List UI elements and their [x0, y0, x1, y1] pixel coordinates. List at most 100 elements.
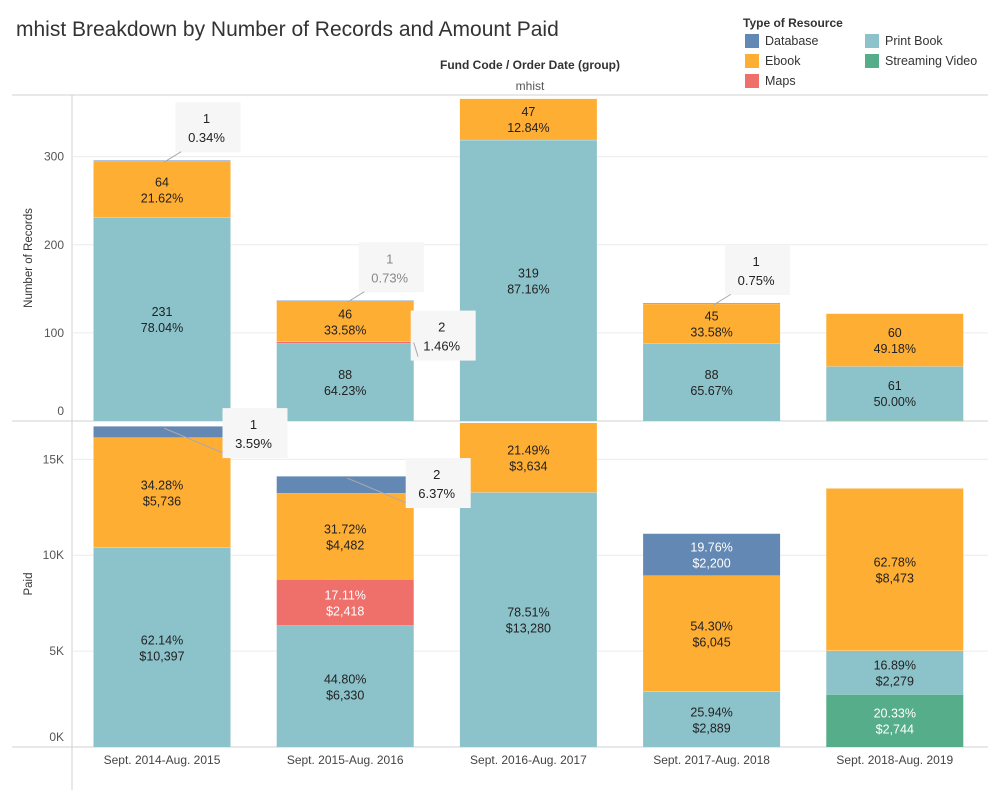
bar-segment-ebook[interactable]: [93, 161, 231, 218]
data-label: 44.80%: [324, 672, 366, 686]
bar-segment-print-book[interactable]: [93, 547, 231, 747]
bar-segment-database[interactable]: [93, 426, 231, 438]
column-header-title: Fund Code / Order Date (group): [440, 58, 620, 72]
data-label: 31.72%: [324, 522, 366, 536]
callout-leader-line: [163, 151, 182, 163]
page-title: mhist Breakdown by Number of Records and…: [16, 18, 559, 41]
data-label: $2,279: [876, 675, 914, 689]
data-label: 62.14%: [141, 633, 183, 647]
legend-item-streaming-video[interactable]: Streaming Video: [865, 54, 977, 68]
callout-leader-line: [713, 293, 732, 306]
y-tick-label: 0K: [49, 730, 64, 744]
legend-label-streaming-video: Streaming Video: [885, 54, 978, 68]
legend-item-maps[interactable]: Maps: [745, 74, 796, 88]
callout-label: 1: [203, 111, 210, 126]
bar-segment-print-book[interactable]: [643, 343, 781, 421]
bar-segment-ebook[interactable]: [826, 313, 964, 367]
callout-label: 2: [438, 320, 445, 335]
callout-box: [405, 458, 471, 509]
legend-item-print-book[interactable]: Print Book: [865, 34, 943, 48]
data-label: 49.18%: [874, 342, 916, 356]
bar-segment-print-book[interactable]: [459, 139, 597, 422]
bar-segment-ebook[interactable]: [643, 303, 781, 344]
data-label: 25.94%: [690, 705, 732, 719]
callout-label: 2: [433, 467, 440, 482]
bar-segment-print-book[interactable]: [276, 343, 414, 421]
data-label: 87.16%: [507, 282, 549, 296]
callout-label: 0.34%: [188, 130, 225, 145]
bar-segment-ebook[interactable]: [93, 437, 231, 548]
data-label: $8,473: [876, 571, 914, 585]
data-label: 20.33%: [874, 707, 916, 721]
y-axis-title: Paid: [23, 572, 35, 595]
bar-segment-streaming-video[interactable]: [826, 420, 964, 422]
bar-segment-print-book[interactable]: [93, 217, 231, 421]
y-tick-label: 15K: [43, 452, 64, 466]
data-label: 78.51%: [507, 606, 549, 620]
data-label: 47: [521, 105, 535, 119]
data-label: 88: [338, 368, 352, 382]
data-label: 64: [155, 175, 169, 189]
x-tick-label: Sept. 2014-Aug. 2015: [104, 753, 221, 767]
legend-swatch-print-book: [865, 34, 879, 48]
bar-segment-ebook[interactable]: [459, 422, 597, 493]
data-label: 231: [152, 305, 173, 319]
legend-swatch-streaming-video: [865, 54, 879, 68]
bar-segment-database[interactable]: [93, 160, 231, 162]
x-tick-label: Sept. 2017-Aug. 2018: [653, 753, 770, 767]
data-label: 33.58%: [690, 326, 732, 340]
y-tick-label: 300: [44, 150, 64, 164]
y-tick-label: 200: [44, 238, 64, 252]
bar-segment-database[interactable]: [643, 533, 781, 576]
callout-box: [358, 242, 424, 293]
bar-segment-ebook[interactable]: [276, 493, 414, 580]
data-label: $3,634: [509, 459, 547, 473]
data-label: 50.00%: [874, 395, 916, 409]
bar-segment-database[interactable]: [276, 300, 414, 302]
bar-segment-maps[interactable]: [276, 579, 414, 626]
data-label: $2,418: [326, 604, 364, 618]
callout-label: 3.59%: [235, 436, 272, 451]
bar-segment-print-book[interactable]: [643, 691, 781, 747]
data-label: 62.78%: [874, 555, 916, 569]
bar-segment-ebook[interactable]: [826, 488, 964, 651]
data-label: 34.28%: [141, 479, 183, 493]
bar-segment-print-book[interactable]: [459, 492, 597, 747]
legend-item-ebook[interactable]: Ebook: [745, 54, 800, 68]
bar-segment-print-book[interactable]: [826, 650, 964, 695]
data-label: $2,889: [692, 721, 730, 735]
legend-item-database[interactable]: Database: [745, 34, 819, 48]
bar-segment-database[interactable]: [276, 476, 414, 494]
bar-segment-maps[interactable]: [276, 341, 414, 344]
data-label: 319: [518, 266, 539, 280]
legend-label-print-book: Print Book: [885, 34, 943, 48]
data-label: 54.30%: [690, 620, 732, 634]
bar-segment-print-book[interactable]: [276, 625, 414, 747]
callout-box: [410, 310, 476, 361]
bar-segment-ebook[interactable]: [276, 301, 414, 342]
data-label: 46: [338, 307, 352, 321]
callout-leader-line: [346, 291, 365, 303]
bar-segment-ebook[interactable]: [459, 98, 597, 140]
bar-segment-ebook[interactable]: [643, 575, 781, 692]
data-label: $13,280: [506, 622, 551, 636]
y-tick-label: 5K: [49, 644, 64, 658]
data-label: $6,045: [692, 636, 730, 650]
legend-title: Type of Resource: [743, 16, 843, 30]
data-label: $2,200: [692, 557, 730, 571]
legend: Type of Resource Database Print Book Ebo…: [743, 14, 998, 94]
callout-label: 1: [752, 254, 759, 269]
data-label: 21.62%: [141, 191, 183, 205]
callout-box: [725, 244, 791, 295]
bar-segment-print-book[interactable]: [826, 366, 964, 421]
bar-segment-database[interactable]: [643, 302, 781, 304]
callout-label: 1: [386, 251, 393, 266]
x-tick-label: Sept. 2016-Aug. 2017: [470, 753, 587, 767]
callout-leader-line: [163, 427, 223, 454]
data-label: $10,397: [139, 649, 184, 663]
y-tick-label: 10K: [43, 548, 64, 562]
x-tick-label: Sept. 2018-Aug. 2019: [836, 753, 953, 767]
bar-segment-streaming-video[interactable]: [826, 694, 964, 747]
callout-label: 1.46%: [423, 339, 460, 354]
